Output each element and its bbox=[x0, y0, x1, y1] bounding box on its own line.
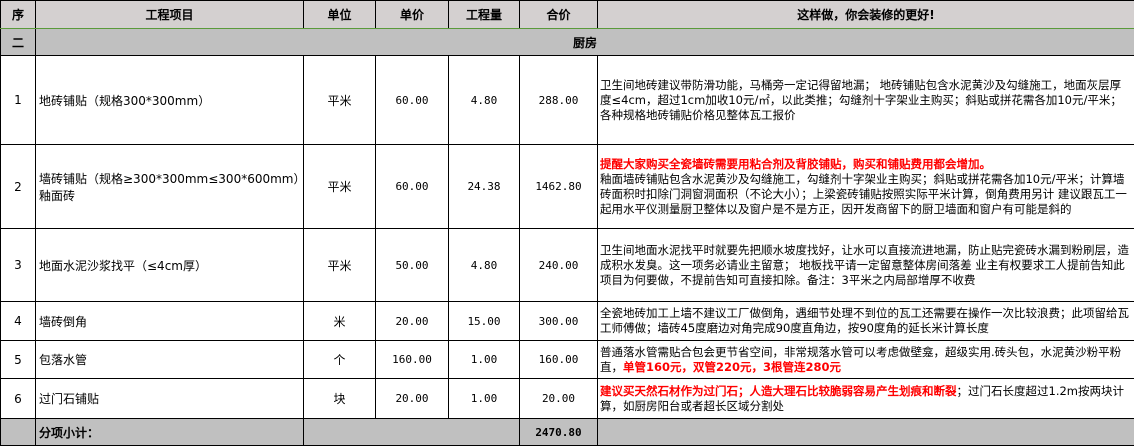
row-seq: 6 bbox=[0, 378, 36, 419]
remark-text: ；过门石长度超过1.2m按两块计算，如厨房阳台或者超长区域分割处 bbox=[600, 383, 1124, 413]
row-remark: 普通落水管需贴合包会更节省空间，非常规落水管可以考虑做壁龛，超级实用.砖头包，水… bbox=[597, 340, 1134, 379]
remark-text: 卫生间地面水泥找平时就要先把顺水坡度找好，让水可以直接流进地漏，防止贴完瓷砖水漏… bbox=[600, 242, 1129, 287]
row-total: 288.00 bbox=[519, 55, 598, 145]
remark-text: 普通落水管需贴合包会更节省空间，非常规落水管可以考虑做壁龛，超级实用.砖头包，水… bbox=[600, 344, 1122, 374]
row-total: 160.00 bbox=[519, 340, 598, 379]
row-remark: 卫生间地砖建议带防滑功能，马桶旁一定记得留地漏； 地砖铺贴包含水泥黄沙及勾缝施工… bbox=[597, 55, 1134, 145]
row-qty: 1.00 bbox=[448, 340, 520, 379]
subtotal-label: 分项小计： bbox=[35, 418, 304, 446]
subtotal-spacer bbox=[303, 418, 520, 446]
row-unit: 平米 bbox=[303, 144, 376, 229]
row-total: 1462.80 bbox=[519, 144, 598, 229]
remark-text: 全瓷地砖加工上墙不建议工厂做倒角，遇细节处理不到位的瓦工还需要在操作一次比较浪费… bbox=[600, 306, 1129, 335]
row-remark: 卫生间地面水泥找平时就要先把顺水坡度找好，让水可以直接流进地漏，防止贴完瓷砖水漏… bbox=[597, 228, 1134, 302]
row-seq: 3 bbox=[0, 228, 36, 302]
row-unit: 平米 bbox=[303, 55, 376, 145]
header-qty: 工程量 bbox=[448, 0, 520, 29]
subtotal-row: 分项小计： 2470.80 bbox=[0, 418, 1134, 446]
section-title: 厨房 bbox=[35, 28, 1134, 56]
subtotal-remark bbox=[597, 418, 1134, 446]
row-qty: 4.80 bbox=[448, 55, 520, 145]
table-row: 1 地砖铺贴（规格300*300mm） 平米 60.00 4.80 288.00 卫生间地砖… bbox=[0, 55, 1134, 145]
row-unit: 平米 bbox=[303, 228, 376, 302]
row-qty: 1.00 bbox=[448, 378, 520, 419]
header-total: 合价 bbox=[519, 0, 598, 29]
row-seq: 5 bbox=[0, 340, 36, 379]
row-item: 地砖铺贴（规格300*300mm） bbox=[35, 55, 304, 145]
row-item: 墙砖铺贴（规格≥300*300mm≤300*600mm）釉面砖 bbox=[35, 144, 304, 229]
row-remark: 提醒大家购买全瓷墙砖需要用粘合剂及背胶铺贴，购买和铺贴费用都会增加。 釉面墙砖铺贴… bbox=[597, 144, 1134, 229]
row-total: 300.00 bbox=[519, 301, 598, 341]
header-price: 单价 bbox=[375, 0, 449, 29]
row-qty: 4.80 bbox=[448, 228, 520, 302]
row-remark: 建议买天然石材作为过门石；人造大理石比较脆弱容易产生划痕和断裂；过门石长度超过1… bbox=[597, 378, 1134, 419]
row-unit: 米 bbox=[303, 301, 376, 341]
remark-text: 釉面墙砖铺贴包含水泥黄沙及勾缝施工，勾缝剂十字架业主购买；斜贴或拼花需各加10元… bbox=[600, 171, 1127, 216]
remark-highlight-end: 单管160元，双管220元，3根管连280元 bbox=[623, 359, 842, 374]
subtotal-blank bbox=[0, 418, 36, 446]
header-row: 序 工程项目 单位 单价 工程量 合价 这样做，你会装修的更好! bbox=[0, 0, 1134, 29]
row-qty: 15.00 bbox=[448, 301, 520, 341]
row-total: 240.00 bbox=[519, 228, 598, 302]
remark-text: 卫生间地砖建议带防滑功能，马桶旁一定记得留地漏； 地砖铺贴包含水泥黄沙及勾缝施工… bbox=[600, 77, 1122, 122]
table-row: 4 墙砖倒角米 20.00 15.00 300.00 全瓷地砖加工上墙不建议工厂做倒角，遇… bbox=[0, 301, 1134, 341]
header-unit: 单位 bbox=[303, 0, 376, 29]
table-row: 6 过门石铺贴块 20.00 1.00 20.00 建议买天然石材作为过门石；人造大理石比… bbox=[0, 378, 1134, 419]
row-seq: 1 bbox=[0, 55, 36, 145]
row-seq: 2 bbox=[0, 144, 36, 229]
row-total: 20.00 bbox=[519, 378, 598, 419]
row-price: 60.00 bbox=[375, 55, 449, 145]
subtotal-total: 2470.80 bbox=[519, 418, 598, 446]
row-item: 墙砖倒角 bbox=[35, 301, 304, 341]
row-seq: 4 bbox=[0, 301, 36, 341]
row-unit: 块 bbox=[303, 378, 376, 419]
row-price: 20.00 bbox=[375, 378, 449, 419]
row-price: 60.00 bbox=[375, 144, 449, 229]
table-row: 2 墙砖铺贴（规格≥300*300mm≤300*600mm）釉面砖 平米 60.00 2… bbox=[0, 144, 1134, 229]
table-row: 3 地面水泥沙浆找平（≤4cm厚） 平米 50.00 4.80 240.00 卫生间地面水泥… bbox=[0, 228, 1134, 302]
header-seq: 序 bbox=[0, 0, 36, 29]
section-seq: 二 bbox=[0, 28, 36, 56]
remark-highlight: 建议买天然石材作为过门石；人造大理石比较脆弱容易产生划痕和断裂 bbox=[600, 383, 957, 398]
header-remark: 这样做，你会装修的更好! bbox=[597, 0, 1134, 29]
row-price: 160.00 bbox=[375, 340, 449, 379]
row-price: 50.00 bbox=[375, 228, 449, 302]
row-item: 过门石铺贴 bbox=[35, 378, 304, 419]
row-price: 20.00 bbox=[375, 301, 449, 341]
row-item: 地面水泥沙浆找平（≤4cm厚） bbox=[35, 228, 304, 302]
section-row: 二 厨房 bbox=[0, 28, 1134, 56]
row-item: 包落水管 bbox=[35, 340, 304, 379]
row-qty: 24.38 bbox=[448, 144, 520, 229]
row-unit: 个 bbox=[303, 340, 376, 379]
header-item: 工程项目 bbox=[35, 0, 304, 29]
table-row: 5 包落水管个 160.00 1.00 160.00 普通落水管需贴合包会更节省空间，非常… bbox=[0, 340, 1134, 379]
remark-highlight: 提醒大家购买全瓷墙砖需要用粘合剂及背胶铺贴，购买和铺贴费用都会增加。 bbox=[600, 156, 991, 171]
row-remark: 全瓷地砖加工上墙不建议工厂做倒角，遇细节处理不到位的瓦工还需要在操作一次比较浪费… bbox=[597, 301, 1134, 341]
